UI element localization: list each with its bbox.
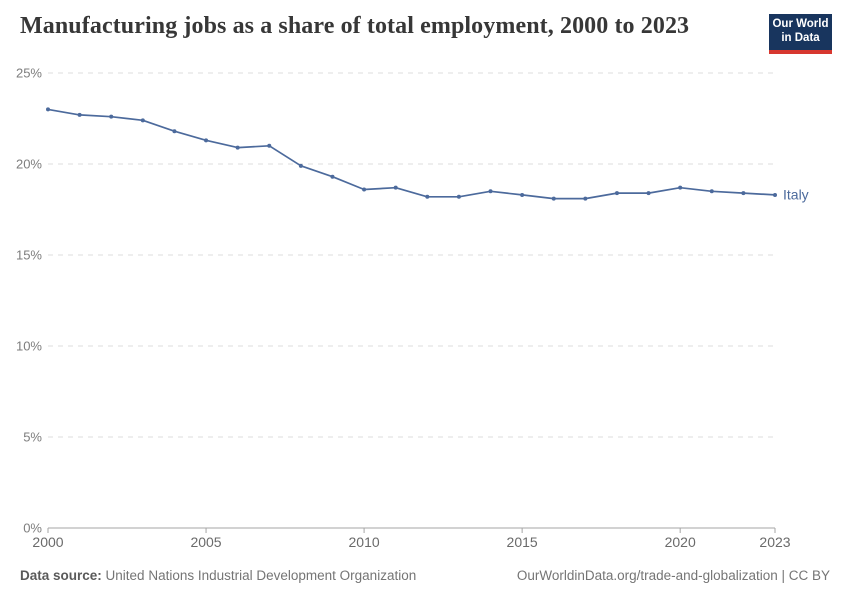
x-axis-label: 2015 bbox=[507, 534, 538, 550]
data-source-note: Data source: United Nations Industrial D… bbox=[20, 568, 416, 583]
data-point bbox=[709, 189, 714, 194]
data-point bbox=[583, 196, 588, 201]
data-point bbox=[678, 185, 683, 190]
data-point bbox=[741, 191, 746, 196]
chart-footer: Data source: United Nations Industrial D… bbox=[20, 568, 830, 583]
y-axis-label: 0% bbox=[23, 521, 42, 536]
y-axis-label: 15% bbox=[16, 248, 42, 263]
data-point bbox=[488, 189, 493, 194]
data-point bbox=[520, 192, 525, 197]
x-axis-label: 2023 bbox=[759, 534, 790, 550]
y-axis-label: 25% bbox=[16, 66, 42, 81]
line-chart: 0% 5% 10% 15% 20% 25% 2000 2005 2010 2015 2020 2023… bbox=[16, 66, 809, 551]
series-end-label: Italy bbox=[783, 186, 809, 202]
data-point bbox=[456, 194, 461, 199]
data-point bbox=[551, 196, 556, 201]
chart-title: Manufacturing jobs as a share of total e… bbox=[20, 13, 690, 39]
y-axis-label: 20% bbox=[16, 157, 42, 172]
data-point bbox=[235, 145, 240, 150]
x-axis-label: 2000 bbox=[32, 534, 63, 550]
data-point bbox=[773, 192, 777, 197]
data-point bbox=[140, 118, 145, 123]
owid-logo-line1: Our World bbox=[772, 18, 829, 30]
data-source-value: United Nations Industrial Development Or… bbox=[105, 568, 417, 583]
x-axis-label: 2020 bbox=[665, 534, 696, 550]
data-point bbox=[330, 174, 335, 179]
data-point bbox=[425, 194, 430, 199]
y-axis-label: 10% bbox=[16, 339, 42, 354]
data-point bbox=[362, 187, 367, 192]
trend-line bbox=[47, 108, 776, 200]
data-point bbox=[614, 191, 619, 196]
x-axis-label: 2005 bbox=[190, 534, 221, 550]
data-source-label: Data source: bbox=[20, 568, 102, 583]
data-point bbox=[393, 185, 398, 190]
data-point bbox=[646, 191, 651, 196]
data-point bbox=[109, 114, 114, 119]
data-point bbox=[77, 112, 82, 117]
data-point bbox=[204, 138, 209, 143]
data-point bbox=[172, 129, 177, 134]
x-axis-label: 2010 bbox=[349, 534, 380, 550]
owid-logo: Our World in Data bbox=[769, 14, 832, 54]
data-point bbox=[267, 143, 272, 148]
data-point bbox=[298, 163, 303, 168]
credit-note: OurWorldinData.org/trade-and-globalizati… bbox=[516, 568, 830, 583]
data-point bbox=[46, 107, 50, 112]
y-axis-label: 5% bbox=[23, 430, 42, 445]
owid-logo-line2: in Data bbox=[781, 32, 820, 44]
